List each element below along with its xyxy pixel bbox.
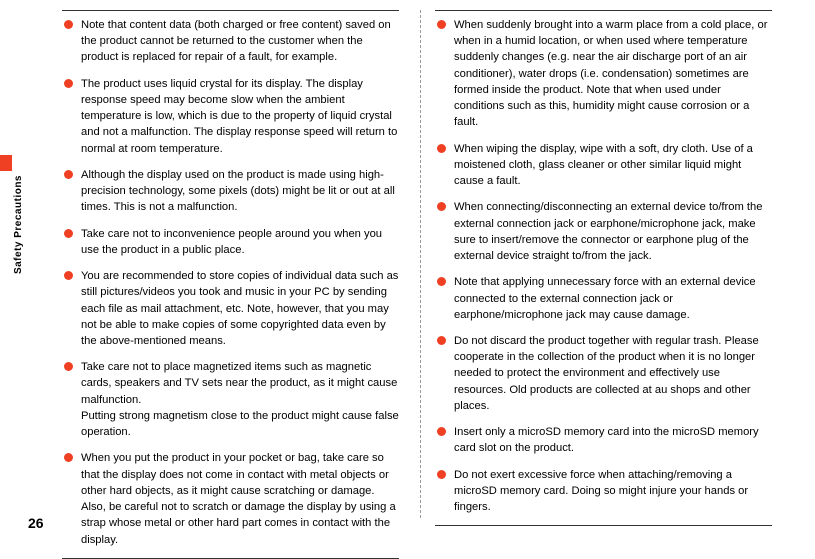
bullet-icon [437, 427, 446, 436]
bullet-icon [64, 271, 73, 280]
precaution-text: Note that content data (both charged or … [81, 17, 399, 66]
precaution-text: When connecting/disconnecting an externa… [454, 199, 772, 264]
bullet-icon [437, 20, 446, 29]
precaution-item: Note that content data (both charged or … [62, 11, 399, 70]
bullet-icon [64, 453, 73, 462]
precaution-text: Take care not to inconvenience people ar… [81, 226, 399, 258]
page-number: 26 [28, 515, 44, 531]
bullet-icon [64, 229, 73, 238]
bullet-icon [437, 336, 446, 345]
precaution-item: Take care not to place magnetized items … [62, 353, 399, 444]
precaution-item: When connecting/disconnecting an externa… [435, 193, 772, 268]
precaution-extra: Putting strong magnetism close to the pr… [81, 408, 399, 440]
precaution-text: When suddenly brought into a warm place … [454, 17, 772, 131]
bullet-icon [64, 362, 73, 371]
bullet-icon [437, 202, 446, 211]
precaution-text: The product uses liquid crystal for its … [81, 76, 399, 157]
precaution-item: Although the display used on the product… [62, 161, 399, 220]
precaution-item: The product uses liquid crystal for its … [62, 70, 399, 161]
sidebar-section-label: Safety Precautions [13, 175, 24, 274]
precaution-item: Take care not to inconvenience people ar… [62, 220, 399, 262]
precaution-item: When you put the product in your pocket … [62, 444, 399, 551]
content: Note that content data (both charged or … [62, 10, 792, 510]
bullet-icon [64, 20, 73, 29]
right-column: When suddenly brought into a warm place … [417, 10, 772, 510]
bottom-rule [435, 525, 772, 526]
bullet-icon [64, 170, 73, 179]
precaution-item: Note that applying unnecessary force wit… [435, 268, 772, 327]
precaution-text: Insert only a microSD memory card into t… [454, 424, 772, 456]
precaution-item: You are recommended to store copies of i… [62, 262, 399, 353]
precaution-text: When wiping the display, wipe with a sof… [454, 141, 772, 190]
precaution-text: Do not exert excessive force when attach… [454, 467, 772, 516]
precaution-text: Although the display used on the product… [81, 167, 399, 216]
precaution-item: When suddenly brought into a warm place … [435, 11, 772, 135]
precaution-text: You are recommended to store copies of i… [81, 268, 399, 349]
bullet-icon [437, 277, 446, 286]
precaution-item: Insert only a microSD memory card into t… [435, 418, 772, 460]
precaution-text: When you put the product in your pocket … [81, 450, 399, 547]
bullet-icon [437, 144, 446, 153]
left-column: Note that content data (both charged or … [62, 10, 417, 510]
precaution-text: Note that applying unnecessary force wit… [454, 274, 772, 323]
sidebar: Safety Precautions [0, 155, 36, 295]
precaution-item: Do not exert excessive force when attach… [435, 461, 772, 520]
precaution-item: When wiping the display, wipe with a sof… [435, 135, 772, 194]
precaution-item: Do not discard the product together with… [435, 327, 772, 418]
precaution-text: Do not discard the product together with… [454, 333, 772, 414]
bullet-icon [64, 79, 73, 88]
precaution-text: Take care not to place magnetized items … [81, 359, 399, 440]
bullet-icon [437, 470, 446, 479]
